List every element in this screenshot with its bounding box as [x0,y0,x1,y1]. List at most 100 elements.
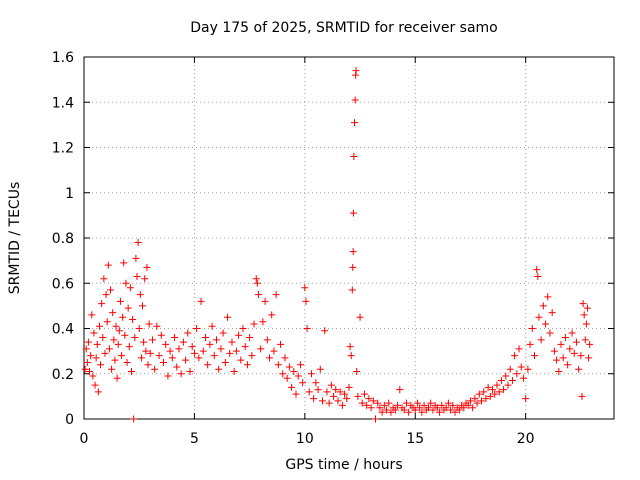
data-point [451,408,459,416]
data-point [171,334,179,342]
data-point [134,239,142,247]
data-point [537,336,545,344]
data-point [254,291,262,299]
data-point [173,363,181,371]
data-point [299,379,307,387]
y-tick-label: 0.4 [52,322,74,338]
data-point [270,347,278,355]
data-point [351,119,359,127]
data-point [130,415,138,423]
data-point [466,397,474,405]
data-point [321,327,329,335]
data-point [248,352,256,360]
data-point [586,340,594,348]
y-tick-label: 0.6 [52,276,74,292]
data-point [582,320,590,328]
data-point [195,354,203,362]
data-point [566,345,574,353]
data-point [365,395,373,403]
data-point [250,320,258,328]
data-point [504,381,512,389]
data-point [471,395,479,403]
data-point [533,266,541,274]
data-point [186,367,194,375]
data-point [228,338,236,346]
data-point [105,345,113,353]
data-point [580,311,588,319]
data-point [166,347,174,355]
data-point [338,401,346,409]
data-point [578,392,586,400]
data-point [93,340,101,348]
data-point [175,345,183,353]
data-point [495,388,503,396]
data-point [486,392,494,400]
data-point [535,313,543,321]
data-point [151,365,159,373]
data-point [307,370,315,378]
data-point [330,392,338,400]
data-point [89,372,97,380]
data-point [354,392,362,400]
data-point [348,286,356,294]
data-point [288,383,296,391]
data-point [272,291,280,299]
grid-lines [84,57,614,419]
data-point [246,334,254,342]
data-point [491,390,499,398]
data-point [142,347,150,355]
data-point [475,390,483,398]
data-point [550,347,558,355]
data-point [135,325,143,332]
data-point [319,397,326,405]
data-point [387,408,395,416]
data-point [546,329,554,337]
data-point [139,302,147,310]
data-point [394,401,402,409]
data-point [153,322,161,330]
data-point [534,272,542,280]
data-point [524,365,532,373]
data-point [449,401,457,409]
data-point [334,397,342,405]
data-point [226,349,234,357]
data-point [120,259,128,267]
data-point [110,336,118,344]
data-point [497,377,505,385]
data-point [144,361,152,369]
data-point [548,309,556,317]
data-point [405,408,413,416]
data-point [346,343,354,351]
data-point [553,356,561,364]
data-point [460,404,468,412]
data-point [425,404,432,412]
y-axis: 0 0.2 0.4 0.6 0.8 1 1.2 1.4 1.6 [52,50,614,428]
data-point [237,356,245,364]
data-point [239,325,247,332]
data-point [478,397,485,405]
y-tick-label: 0.8 [52,231,74,247]
data-point [513,370,521,378]
data-point [290,367,298,375]
data-point [193,325,201,332]
data-point [400,406,408,414]
data-point [177,370,185,378]
data-point [526,340,534,348]
data-point [444,399,452,407]
data-point [378,408,386,416]
data-point [391,406,399,414]
data-point [201,334,209,342]
data-point [182,356,190,364]
data-point [508,377,516,385]
data-point [235,331,243,339]
data-point [584,304,591,312]
data-point [482,395,490,403]
y-tick-label: 0.2 [52,367,74,383]
data-point [146,349,154,357]
data-point [168,354,176,362]
data-point [100,275,108,283]
data-point [257,345,265,353]
data-point [411,406,419,414]
data-point [310,395,318,403]
data-point [206,340,214,348]
